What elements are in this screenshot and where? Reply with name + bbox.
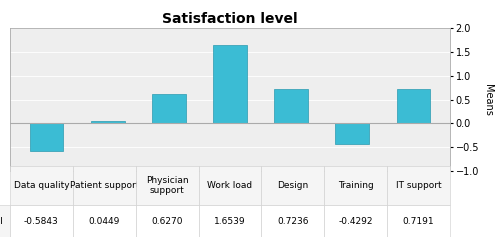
Bar	[213, 45, 247, 123]
Bar	[91, 121, 124, 123]
Bar	[152, 94, 186, 123]
Bar	[30, 123, 64, 151]
Title: Satisfaction level: Satisfaction level	[162, 12, 298, 26]
Bar	[396, 89, 430, 123]
Bar	[274, 89, 308, 123]
Bar	[336, 123, 369, 144]
Y-axis label: Means: Means	[483, 84, 493, 115]
